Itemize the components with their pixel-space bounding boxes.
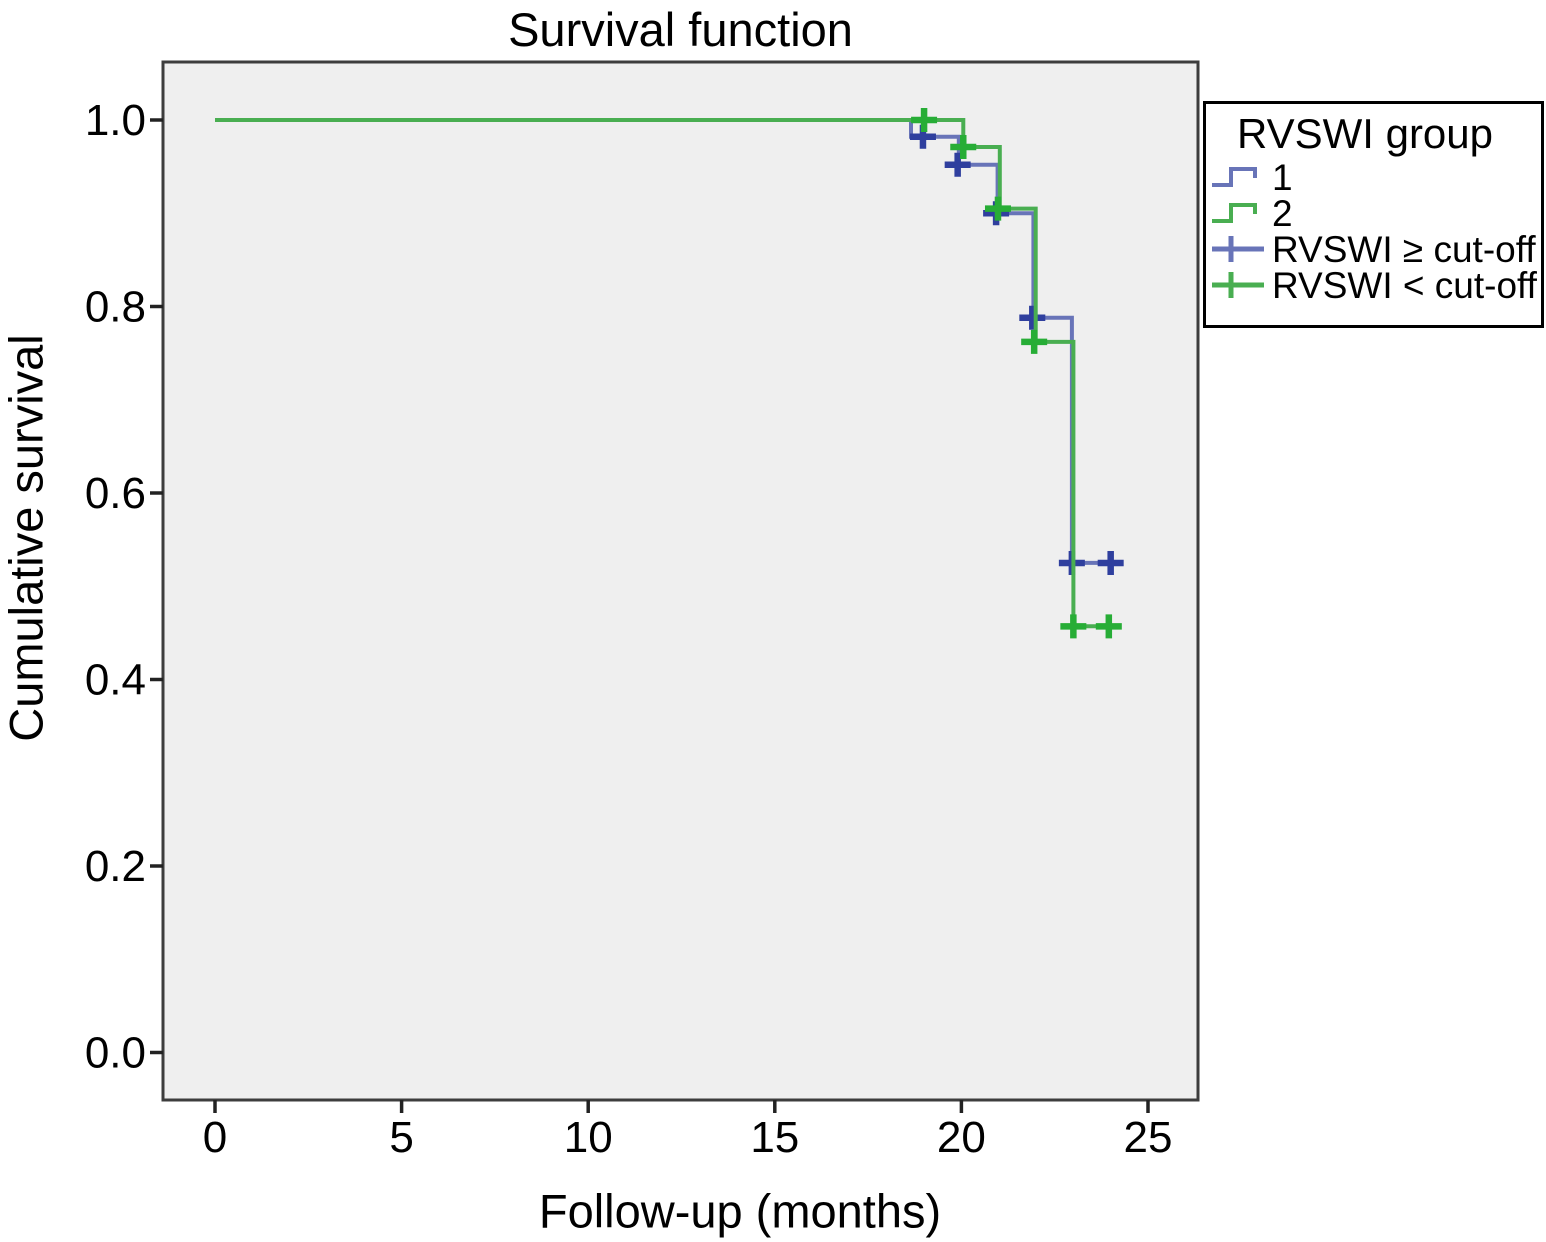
series-1-censor-mark [944,152,971,177]
legend-item-label: RVSWI ≥ cut-off [1272,228,1536,270]
blue-censor-plus-icon [1212,236,1264,263]
legend-item-label: 1 [1272,156,1293,198]
y-tick-label: 0.4 [85,656,146,705]
y-tick-label: 0.6 [85,469,146,518]
x-tick-label: 0 [203,1113,227,1162]
green-step-line-icon [1212,203,1257,224]
plot-background [163,62,1198,1100]
series-2-censor-mark [1095,614,1122,639]
x-tick-label: 10 [564,1113,613,1162]
blue-step-line-icon [1212,167,1257,188]
y-axis-label: Cumulative survival [0,334,53,742]
legend-title: RVSWI group [1237,110,1493,157]
x-tick-label: 5 [389,1113,413,1162]
x-tick-label: 25 [1124,1113,1173,1162]
legend-item-label: RVSWI < cut-off [1272,264,1537,306]
x-axis-label: Follow-up (months) [538,1184,942,1238]
plot-frame [161,60,1200,1102]
y-tick-label: 1.0 [85,96,146,145]
series-1-censor-mark [1097,550,1124,575]
series-2-censor-mark [984,196,1011,221]
legend-item-censor-lt-cutoff: RVSWI < cut-off [1210,264,1541,306]
y-tick-label: 0.8 [85,283,146,332]
y-tick-label: 0.0 [85,1029,146,1078]
series-2-censor-mark [911,108,938,132]
legend-item-censor-ge-cutoff: RVSWI ≥ cut-off [1210,228,1541,270]
chart-title: Survival function [508,3,853,56]
legend-item-group-2: 2 [1210,192,1541,234]
series-2-censor-mark [950,135,977,160]
legend-item-group-1: 1 [1210,156,1541,198]
legend-box: RVSWI group 1 2 RVSWI ≥ cut-off RVSWI < … [1203,101,1544,328]
series-2-censor-mark [1060,614,1087,639]
green-censor-plus-icon [1212,272,1264,299]
series-2-censor-mark [1021,329,1048,354]
x-tick-label: 15 [750,1113,799,1162]
series-2-curve [215,118,1117,629]
y-tick-label: 0.2 [85,842,146,891]
x-tick-label: 20 [937,1113,986,1162]
legend-item-label: 2 [1272,192,1293,234]
series-1-censor-mark [1019,305,1046,330]
